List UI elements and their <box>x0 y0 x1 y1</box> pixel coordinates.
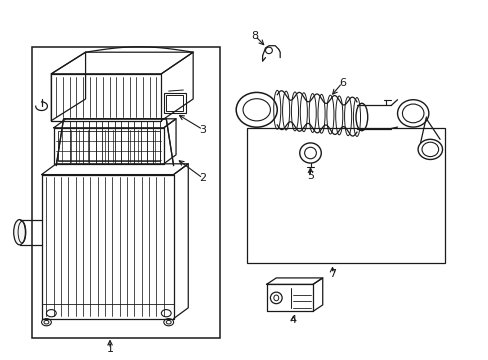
Bar <box>32 47 220 338</box>
Bar <box>163 93 185 113</box>
Bar <box>58 131 160 161</box>
Ellipse shape <box>14 220 25 245</box>
Text: 4: 4 <box>289 315 296 325</box>
Text: 6: 6 <box>338 78 345 88</box>
Bar <box>166 95 183 111</box>
Text: 5: 5 <box>306 171 313 181</box>
Text: 8: 8 <box>251 31 258 41</box>
Text: 3: 3 <box>199 125 206 135</box>
Bar <box>246 128 444 263</box>
Text: 1: 1 <box>106 344 113 354</box>
Text: 7: 7 <box>328 269 335 279</box>
Text: 2: 2 <box>199 173 206 183</box>
